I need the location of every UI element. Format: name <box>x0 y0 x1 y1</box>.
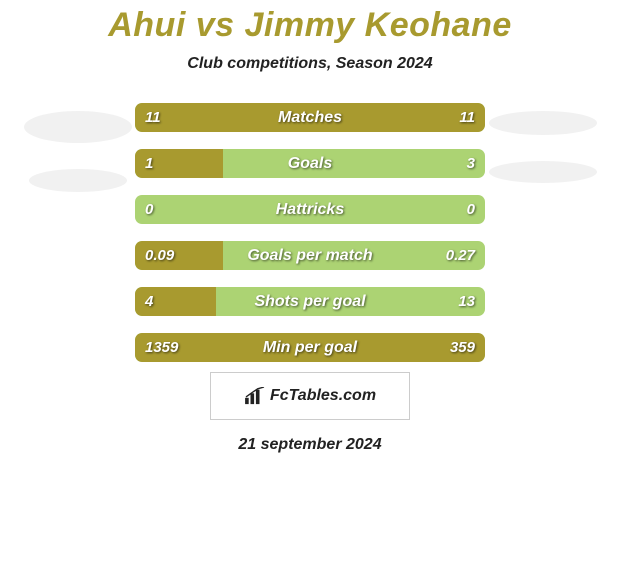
stat-value-left: 4 <box>145 287 153 316</box>
stat-label: Hattricks <box>135 195 485 224</box>
bar-fill-left <box>135 103 485 132</box>
placeholder-ellipse <box>489 161 597 183</box>
stat-bar: 11Matches11 <box>135 103 485 132</box>
stat-bar: 0.09Goals per match0.27 <box>135 241 485 270</box>
stat-value-right: 0 <box>467 195 475 224</box>
page-title: Ahui vs Jimmy Keohane <box>108 6 512 45</box>
source-logo-text: FcTables.com <box>270 387 376 405</box>
stat-bar: 0Hattricks0 <box>135 195 485 224</box>
stat-value-right: 0.27 <box>446 241 475 270</box>
stat-value-right: 3 <box>467 149 475 178</box>
placeholder-ellipse <box>489 111 597 135</box>
placeholder-ellipse <box>24 111 132 143</box>
chart-area: 11Matches11 1Goals3 0Hattricks0 0.09Goals p… <box>0 103 620 362</box>
right-side-decor <box>485 103 600 183</box>
chart-icon <box>244 387 266 405</box>
placeholder-ellipse <box>29 169 127 192</box>
stat-value-left: 1359 <box>145 333 178 362</box>
stat-value-right: 359 <box>450 333 475 362</box>
subtitle: Club competitions, Season 2024 <box>187 55 432 73</box>
source-logo: FcTables.com <box>244 387 376 405</box>
stat-bar: 4Shots per goal13 <box>135 287 485 316</box>
left-side-decor <box>20 103 135 192</box>
source-logo-box: FcTables.com <box>210 372 410 420</box>
stat-bar: 1359Min per goal359 <box>135 333 485 362</box>
bars-column: 11Matches11 1Goals3 0Hattricks0 0.09Goals p… <box>135 103 485 362</box>
stat-bar: 1Goals3 <box>135 149 485 178</box>
stat-value-right: 11 <box>459 103 475 132</box>
stat-value-right: 13 <box>458 287 475 316</box>
comparison-infographic: Ahui vs Jimmy Keohane Club competitions,… <box>0 0 620 454</box>
date: 21 september 2024 <box>238 436 381 454</box>
stat-value-left: 1 <box>145 149 153 178</box>
stat-value-left: 0 <box>145 195 153 224</box>
stat-value-left: 0.09 <box>145 241 174 270</box>
stat-value-left: 11 <box>145 103 161 132</box>
